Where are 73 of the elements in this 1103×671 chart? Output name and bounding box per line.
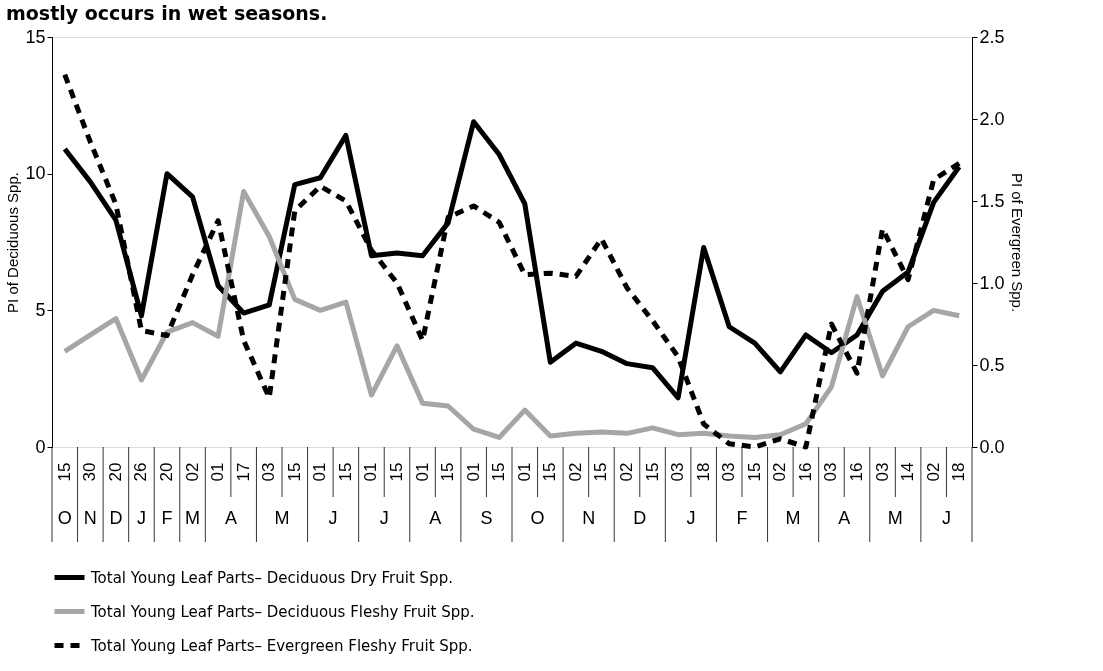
text: M xyxy=(785,508,801,528)
y2-tick-label: 2.0 xyxy=(979,108,1005,129)
y-tick-label: 10 xyxy=(25,163,46,184)
x-tick-label: 15 xyxy=(642,462,662,482)
y-tick-label: 15 xyxy=(25,26,46,47)
text: D xyxy=(633,508,647,528)
x-tick-label: 15 xyxy=(284,462,304,482)
x-tick-label: 01 xyxy=(208,462,228,482)
text: J xyxy=(328,508,338,528)
x-tick-label: 03 xyxy=(259,462,279,482)
text: M xyxy=(185,508,201,528)
x-tick-label: 03 xyxy=(821,462,841,482)
x-tick-label: 01 xyxy=(361,462,381,482)
text: D xyxy=(109,508,123,528)
x-tick-label: 15 xyxy=(387,462,406,482)
x-tick-label: 01 xyxy=(412,462,432,482)
text: A xyxy=(838,508,851,528)
y2-tick-label: 1.5 xyxy=(979,190,1005,211)
x-tick-label: 15 xyxy=(489,462,509,482)
legend-label: Total Young Leaf Parts– Deciduous Fleshy Fruit Spp. xyxy=(90,602,475,621)
x-tick-label: 01 xyxy=(310,462,330,482)
x-tick-label: 01 xyxy=(463,462,483,482)
y2-tick-label: 0.5 xyxy=(979,354,1005,375)
x-tick-label: 15 xyxy=(591,462,611,482)
text: N xyxy=(83,508,97,528)
x-tick-label: 20 xyxy=(157,462,176,482)
x-tick-label: 02 xyxy=(182,462,202,482)
x-tick-label: 03 xyxy=(872,462,892,482)
legend-label: Total Young Leaf Parts– Deciduous Dry Fruit Spp. xyxy=(90,568,453,587)
text: O xyxy=(57,508,72,528)
x-tick-label: 15 xyxy=(438,462,458,482)
text: S xyxy=(480,508,493,528)
x-tick-label: 14 xyxy=(898,462,918,482)
x-tick-label: 26 xyxy=(131,462,151,482)
x-tick-label: 02 xyxy=(565,462,585,482)
text: O xyxy=(530,508,545,528)
y2-tick-label: 0.0 xyxy=(979,436,1005,457)
x-tick-label: 15 xyxy=(54,462,74,482)
y-axis-title: PI of Deciduous Spp. xyxy=(4,172,22,313)
text: J xyxy=(686,508,696,528)
text: M xyxy=(274,508,290,528)
legend-label: Total Young Leaf Parts– Evergreen Fleshy Fruit Spp. xyxy=(90,636,473,655)
x-tick-label: 16 xyxy=(847,462,866,482)
text: M xyxy=(887,508,903,528)
text: F xyxy=(736,508,748,528)
x-tick-label: 16 xyxy=(795,462,815,482)
text: A xyxy=(224,508,237,528)
x-tick-label: 18 xyxy=(949,462,969,482)
text: J xyxy=(941,508,951,528)
x-tick-label: 17 xyxy=(233,462,253,482)
x-tick-label: 15 xyxy=(335,462,355,482)
text: N xyxy=(582,508,596,528)
text: A xyxy=(429,508,442,528)
chart-title: mostly occurs in wet seasons. xyxy=(5,2,328,24)
y2-axis-title: PI of Evergreen Spp. xyxy=(1008,172,1026,313)
x-tick-label: 02 xyxy=(770,462,790,482)
x-tick-label: 30 xyxy=(80,462,100,482)
y2-tick-label: 2.5 xyxy=(979,26,1005,47)
y-tick-label: 0 xyxy=(35,436,46,457)
x-tick-label: 18 xyxy=(693,462,713,482)
text: J xyxy=(136,508,146,528)
x-tick-label: 15 xyxy=(744,462,764,482)
y-tick-label: 5 xyxy=(35,299,46,320)
x-tick-label: 03 xyxy=(719,462,739,482)
text: F xyxy=(161,508,173,528)
x-tick-label: 02 xyxy=(617,462,636,482)
y2-tick-label: 1.0 xyxy=(979,272,1005,293)
x-tick-label: 15 xyxy=(540,462,560,482)
text: J xyxy=(379,508,389,528)
x-tick-label: 01 xyxy=(514,462,534,482)
x-tick-label: 02 xyxy=(923,462,943,482)
x-tick-label: 20 xyxy=(105,462,125,482)
x-tick-label: 03 xyxy=(668,462,688,482)
